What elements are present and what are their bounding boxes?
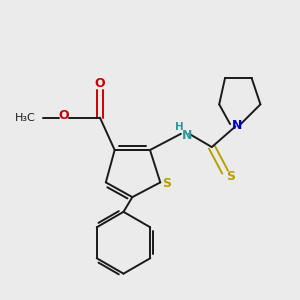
Text: S: S xyxy=(226,170,236,183)
Text: H₃C: H₃C xyxy=(15,112,36,123)
Text: H: H xyxy=(175,122,184,132)
Text: N: N xyxy=(182,129,193,142)
Text: O: O xyxy=(58,109,69,122)
Text: N: N xyxy=(232,119,242,132)
Text: S: S xyxy=(162,177,171,190)
Text: O: O xyxy=(94,77,105,90)
